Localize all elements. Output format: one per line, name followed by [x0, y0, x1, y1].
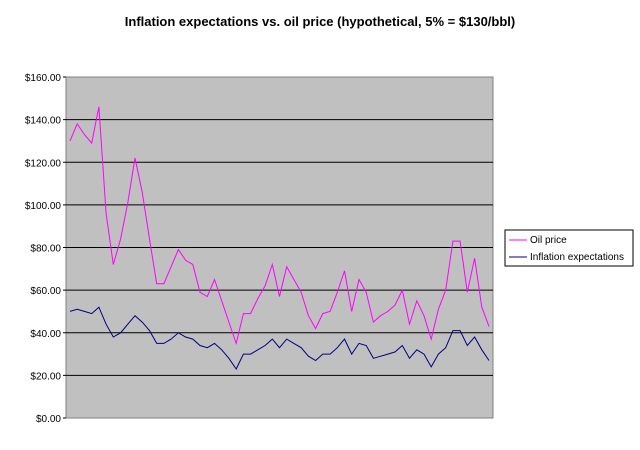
gridlines: [66, 119, 493, 376]
y-tick-label: $120.00: [25, 158, 62, 169]
y-tick-label: $0.00: [36, 414, 61, 425]
legend-box: [504, 229, 634, 267]
series-lines: [69, 106, 490, 370]
series-line-inflation-expectations: [69, 306, 490, 370]
plot-area: [65, 76, 494, 419]
y-tick-label: $20.00: [30, 371, 61, 382]
y-tick-label: $160.00: [25, 73, 62, 84]
y-tick-label: $100.00: [25, 201, 62, 212]
y-tick-label: $80.00: [30, 244, 61, 255]
legend-label-oil-price: Oil price: [530, 235, 567, 246]
y-tick-label: $140.00: [25, 116, 62, 127]
y-tick-label: $60.00: [30, 286, 61, 297]
legend-label-inflation-expectations: Inflation expectations: [530, 252, 624, 263]
series-line-oil-price: [69, 106, 490, 346]
legend: Oil price Inflation expectations: [504, 229, 634, 267]
y-axis: $0.00 $20.00 $40.00 $60.00 $80.00 $100.00 $120…: [25, 73, 66, 425]
y-tick-label: $40.00: [30, 329, 61, 340]
chart-title: Inflation expectations vs. oil price (hy…: [125, 14, 515, 29]
